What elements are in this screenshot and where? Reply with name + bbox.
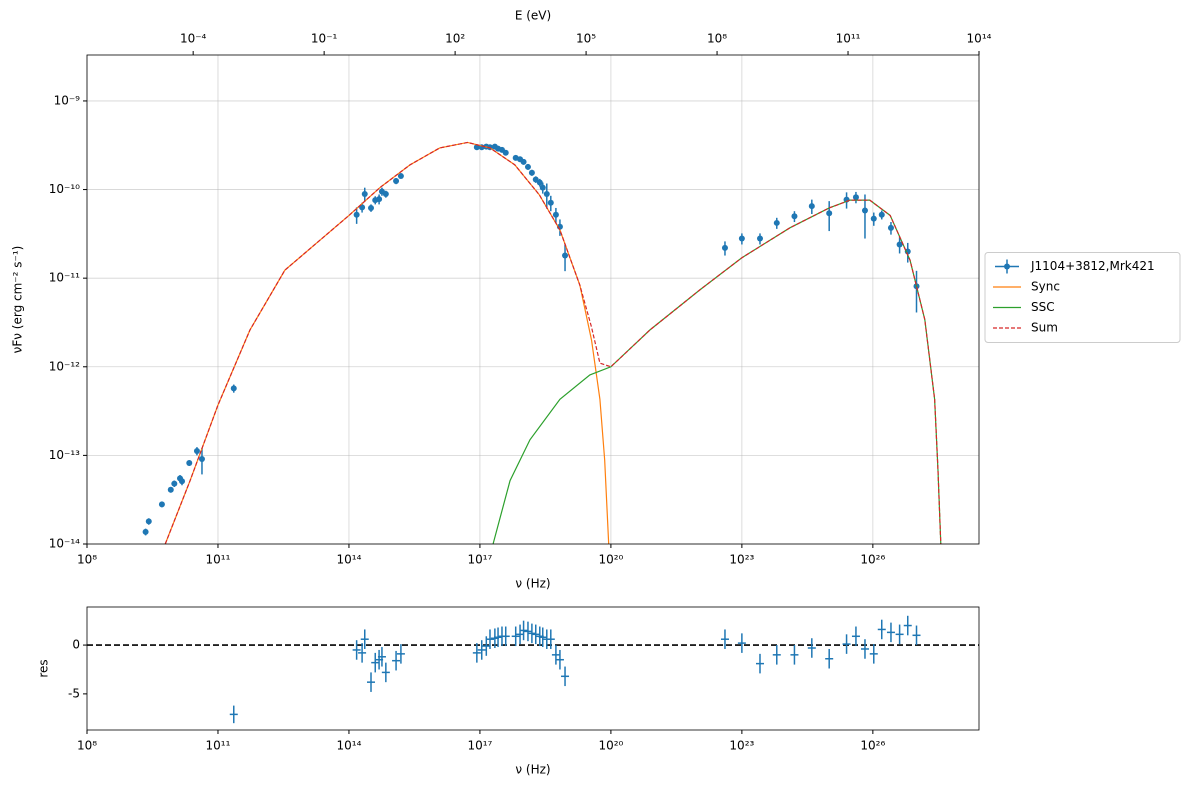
data-point: [852, 194, 859, 201]
y-tick-label: 10⁻¹¹: [49, 271, 80, 285]
data-point: [547, 199, 554, 206]
data-point: [353, 211, 360, 218]
data-point: [808, 203, 815, 210]
x2-tick-label: 10⁻⁴: [180, 32, 207, 46]
data-point: [158, 501, 165, 508]
axes-frame: [86, 606, 980, 731]
x-tick-label: 10²⁰: [598, 739, 623, 753]
model-curve: [492, 199, 942, 544]
x2-tick-label: 10¹⁴: [967, 32, 992, 46]
legend-label: J1104+3812,Mrk421: [1030, 259, 1155, 273]
data-point: [502, 149, 509, 156]
y-tick-label: 10⁻¹⁰: [49, 182, 80, 196]
x2-tick-label: 10⁸: [707, 32, 727, 46]
plot-area: [142, 141, 942, 544]
data-point: [543, 191, 550, 198]
data-point: [145, 518, 152, 525]
x-axis-label: ν (Hz): [515, 577, 550, 591]
plot-area: [87, 615, 979, 724]
data-point: [142, 528, 149, 535]
x2-tick-label: 10²: [445, 32, 465, 46]
data-point: [773, 219, 780, 226]
x-tick-label: 10¹¹: [206, 553, 231, 567]
y-tick-label: -5: [68, 686, 80, 700]
data-point: [376, 196, 383, 203]
x2-tick-label: 10¹¹: [836, 32, 861, 46]
x2-tick-label: 10⁵: [576, 32, 596, 46]
data-point: [393, 177, 400, 184]
data-point: [524, 163, 531, 170]
data-point: [361, 191, 368, 198]
data-point: [368, 204, 375, 211]
y-tick-label: 10⁻¹²: [49, 359, 80, 373]
data-point: [826, 210, 833, 217]
y-tick-label: 10⁻¹³: [49, 448, 80, 462]
data-point: [878, 211, 885, 218]
y-axis-label: νFν (erg cm⁻² s⁻¹): [11, 246, 25, 354]
x-tick-label: 10¹⁷: [467, 553, 492, 567]
x-tick-label: 10¹¹: [206, 739, 231, 753]
x-tick-label: 10²³: [729, 553, 754, 567]
x-tick-label: 10²³: [729, 739, 754, 753]
legend-label: Sum: [1031, 321, 1058, 335]
data-point: [179, 478, 186, 485]
data-point: [552, 211, 559, 218]
x-tick-label: 10¹⁷: [467, 739, 492, 753]
data-point: [230, 385, 237, 392]
data-point: [791, 213, 798, 220]
x-tick-label: 10²⁰: [598, 553, 623, 567]
data-point: [359, 204, 366, 211]
x-tick-label: 10¹⁴: [337, 739, 362, 753]
model-curve: [164, 141, 942, 544]
data-point: [562, 252, 569, 259]
data-point: [473, 144, 480, 151]
data-point: [721, 244, 728, 251]
x-tick-label: 10¹⁴: [337, 553, 362, 567]
data-point: [536, 179, 543, 186]
data-point: [382, 191, 389, 198]
x-axis-label: ν (Hz): [515, 763, 550, 777]
axes-frame: [86, 54, 980, 545]
data-point: [520, 158, 527, 165]
legend-swatch: [1004, 263, 1010, 270]
x-tick-label: 10⁸: [77, 739, 97, 753]
legend-label: Sync: [1031, 280, 1060, 294]
legend-label: SSC: [1031, 300, 1055, 314]
data-point: [539, 184, 546, 191]
data-point: [528, 169, 535, 176]
x2-tick-label: 10⁻¹: [311, 32, 338, 46]
x-tick-label: 10²⁶: [860, 739, 885, 753]
data-point: [193, 448, 200, 455]
data-point: [397, 173, 404, 180]
legend-box: [984, 252, 1181, 343]
data-point: [738, 235, 745, 242]
x-tick-label: 10⁸: [77, 553, 97, 567]
data-point: [887, 224, 894, 231]
data-point: [896, 241, 903, 248]
y-tick-label: 0: [72, 638, 80, 652]
x2-axis-label: E (eV): [515, 9, 551, 23]
y-tick-label: 10⁻⁹: [54, 93, 81, 107]
data-point: [861, 207, 868, 214]
data-point: [870, 215, 877, 222]
data-point: [171, 480, 178, 487]
y-axis-label: res: [37, 659, 51, 677]
model-curve: [164, 141, 610, 544]
x-tick-label: 10²⁶: [860, 553, 885, 567]
data-point: [756, 235, 763, 242]
y-tick-label: 10⁻¹⁴: [49, 537, 80, 551]
data-point: [198, 456, 205, 463]
data-point: [186, 460, 193, 467]
data-point: [167, 486, 174, 493]
